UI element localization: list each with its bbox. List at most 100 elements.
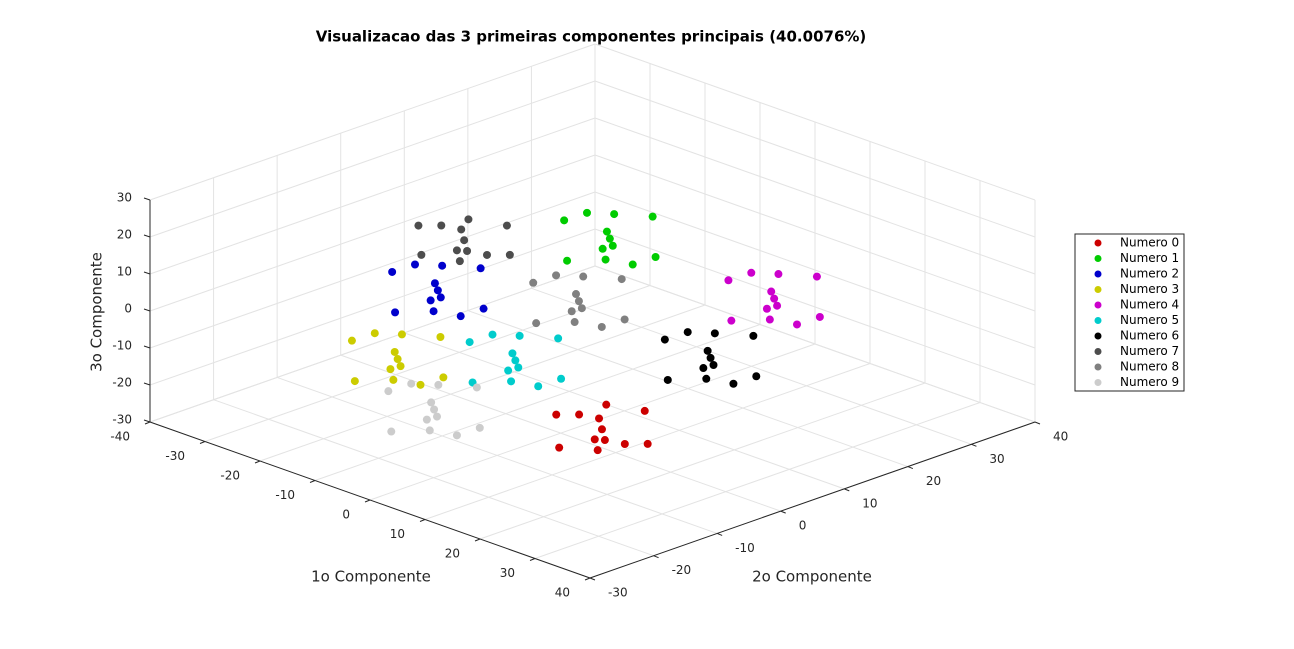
point <box>710 329 719 338</box>
point <box>463 247 472 256</box>
point <box>514 363 523 372</box>
grid-line <box>314 324 761 481</box>
point <box>433 286 442 295</box>
grid-line <box>149 80 596 238</box>
point <box>437 221 446 230</box>
grid-line <box>594 43 1036 201</box>
z-tick-label: -10 <box>112 339 132 353</box>
grid-line <box>594 191 1036 349</box>
x-tick <box>529 558 536 561</box>
point <box>640 406 649 415</box>
point <box>660 335 669 344</box>
grid-line <box>369 343 816 501</box>
legend-box <box>1074 233 1185 392</box>
point <box>555 443 564 452</box>
point <box>683 328 692 337</box>
y-tick-label: 10 <box>862 496 877 510</box>
point <box>511 356 520 365</box>
point <box>452 246 461 255</box>
legend-marker <box>1094 255 1102 262</box>
z-tick <box>143 197 151 201</box>
point <box>765 315 774 324</box>
point <box>411 260 419 269</box>
point <box>479 304 488 313</box>
point <box>436 332 445 341</box>
point <box>534 382 543 391</box>
grid-line <box>594 228 1036 386</box>
point <box>425 426 434 435</box>
z-tick-label: 0 <box>124 302 132 316</box>
y-tick <box>780 510 786 514</box>
legend-marker <box>1094 363 1102 371</box>
x-tick-label: 0 <box>342 508 350 522</box>
point <box>608 241 617 250</box>
legend-label: Numero 3 <box>1120 282 1179 296</box>
grid-line <box>149 43 596 201</box>
point <box>749 331 758 340</box>
x-tick <box>309 480 316 483</box>
point <box>515 331 524 340</box>
point <box>439 373 448 382</box>
x-tick <box>199 441 206 444</box>
point <box>434 380 443 389</box>
grid-line <box>149 191 596 349</box>
grid-line <box>404 332 845 490</box>
point <box>391 308 400 317</box>
point <box>417 250 426 259</box>
point <box>465 338 474 347</box>
point <box>709 361 718 369</box>
x-tick-label: -40 <box>110 430 130 444</box>
chart-title: Visualizacao das 3 primeiras componentes… <box>316 28 867 46</box>
z-tick-label: 10 <box>117 265 132 279</box>
point <box>452 431 461 440</box>
point <box>601 255 610 264</box>
point <box>572 290 580 299</box>
point <box>597 425 606 434</box>
point <box>620 315 629 324</box>
x-tick <box>254 460 261 464</box>
point <box>729 379 738 388</box>
point <box>347 336 356 345</box>
point <box>436 293 445 302</box>
z-tick-label: -30 <box>112 413 132 427</box>
point <box>600 436 609 445</box>
x-tick-label: 10 <box>390 527 405 541</box>
legend-marker <box>1094 332 1102 340</box>
x-axis-label: 1o Componente <box>311 568 431 586</box>
point <box>560 216 569 225</box>
z-tick <box>143 382 151 386</box>
point <box>557 374 566 383</box>
point <box>602 400 611 409</box>
grid-line <box>276 376 718 534</box>
point <box>397 330 406 339</box>
point <box>620 439 629 448</box>
x-tick-label: 20 <box>445 547 460 561</box>
y-tick-label: 30 <box>989 452 1004 466</box>
z-axis-label: 3o Componente <box>88 252 106 372</box>
point <box>593 446 602 455</box>
point <box>350 377 359 386</box>
point <box>508 349 517 358</box>
y-tick <box>653 555 659 559</box>
legend-marker <box>1094 317 1102 324</box>
point <box>563 256 572 265</box>
legend-label: Numero 6 <box>1120 329 1179 343</box>
grid-line <box>204 285 651 442</box>
grid-line <box>531 287 972 445</box>
legend-label: Numero 2 <box>1120 267 1179 281</box>
grid-line <box>149 154 596 312</box>
point <box>643 439 652 448</box>
legend-label: Numero 4 <box>1120 298 1179 312</box>
point <box>455 257 464 266</box>
point <box>390 347 399 356</box>
point <box>464 215 473 224</box>
z-tick-label: 30 <box>117 191 132 205</box>
point <box>752 372 761 381</box>
point <box>651 253 660 262</box>
x-tick-label: -20 <box>220 469 240 483</box>
point <box>460 236 469 245</box>
legend-marker <box>1094 379 1102 386</box>
y-tick <box>716 532 723 536</box>
point <box>770 294 779 303</box>
